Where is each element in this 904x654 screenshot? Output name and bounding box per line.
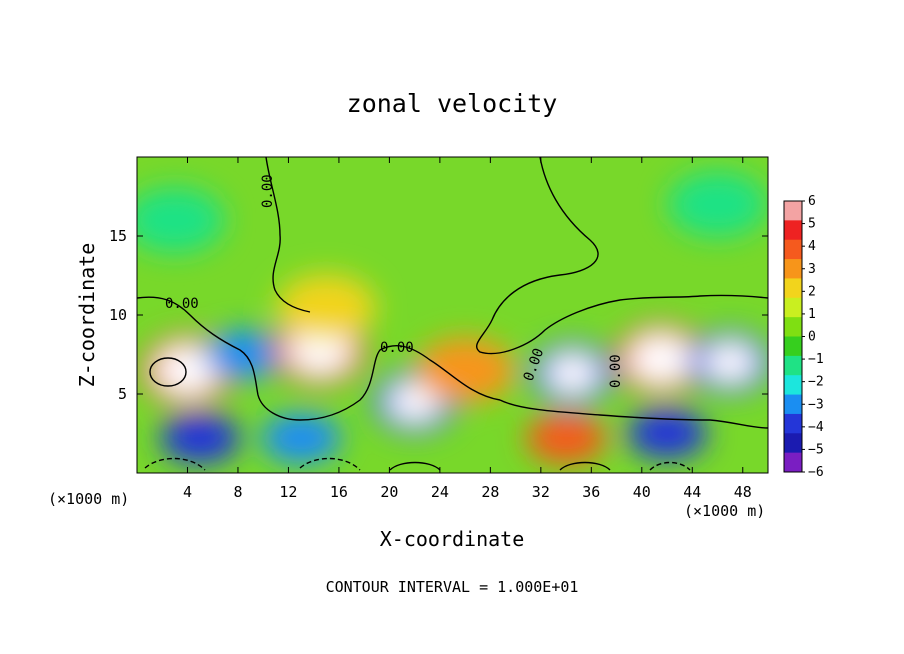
colorbar-tick-label: −2 [808,375,824,390]
field-blob [546,353,599,394]
contour-lines [137,157,768,471]
x-tick-label: 32 [532,483,550,501]
colorbar-tick-label: 3 [808,262,816,277]
x-tick-label: 12 [279,483,297,501]
x-tick-label: 28 [481,483,499,501]
colorbar-tick-label: −6 [808,465,824,480]
x-unit-right: (×1000 m) [684,502,765,520]
dashed-contour-left [144,457,206,471]
colorbar-tick-label: 2 [808,284,816,299]
y-tick-label: 15 [109,227,127,245]
y-tick-label: 5 [118,385,127,403]
colorbar-swatch [784,413,802,434]
contour-label: 0.00 [380,340,414,356]
plot-area: 0.00 0.00 0.00 0.00 0.00 [137,157,768,473]
colorbar-tick-label: −1 [808,352,824,367]
contour-label: 0.00 [608,354,624,388]
contour-label: 0.00 [260,174,276,208]
colorbar-swatch [784,336,802,357]
x-tick-label: 8 [233,483,242,501]
x-unit-left: (×1000 m) [48,490,129,508]
colorbar-swatch [784,239,802,260]
colorbar-swatch [784,259,802,279]
colorbar-tick-label: −5 [808,442,824,457]
zero-contour-left [137,296,501,421]
zero-contour-lower [499,399,768,429]
colorbar-tick-label: −3 [808,397,824,412]
dashed-contour-right [649,461,691,471]
field-blob [704,342,757,383]
colorbar-swatch [784,201,802,221]
colorbar-tick-label: −4 [808,420,824,435]
contour-ring-right [559,461,611,471]
x-tick-label: 44 [683,483,701,501]
x-tick-label: 40 [633,483,651,501]
field-blob [415,337,516,404]
colorbar: 6 5 4 3 2 1 0 −1 −2 −3 −4 −5 −6 [783,194,824,480]
x-tick-label: 36 [582,483,600,501]
x-tick-label: 48 [734,483,752,501]
y-tick-label: 10 [109,306,127,324]
field-blob [526,412,607,464]
x-tick-label: 4 [183,483,192,501]
colorbar-swatch [784,317,802,337]
colorbar-swatch [784,278,802,299]
colorbar-tick-label: 6 [808,194,816,209]
colorbar-swatch [784,355,802,376]
chart-title: zonal velocity [347,89,558,118]
velocity-field [137,171,768,464]
colorbar-swatch [784,452,802,473]
zero-contour-upper [265,157,311,313]
colorbar-tick-label: 4 [808,239,816,254]
colorbar-tick-label: 0 [808,330,816,345]
colorbar-swatch [784,220,802,241]
contour-ring-mid [389,461,441,471]
field-blob [667,171,768,238]
x-tick-label: 16 [330,483,348,501]
y-axis-label: Z-coordinate [75,243,99,388]
contour-interval-note: CONTOUR INTERVAL = 1.000E+01 [326,578,579,596]
x-axis-ticks: 4 8 12 16 20 24 28 32 36 40 44 48 [183,157,752,501]
contour-label: 0.00 [165,296,199,312]
field-blob [627,408,708,459]
colorbar-swatch [784,394,802,415]
field-blob [160,412,241,464]
colorbar-swatch [784,433,802,454]
field-blob [276,274,377,341]
x-axis-label: X-coordinate [380,527,525,551]
colorbar-tick-label: 1 [808,307,816,322]
field-blob [137,187,225,254]
field-blob [261,412,342,464]
contour-ring-left [149,357,187,387]
colorbar-tick-label: 5 [808,217,816,232]
zero-contour-right [475,157,768,355]
y-axis-ticks: 5 10 15 [109,227,768,403]
field-blob [630,335,691,384]
dashed-contour-mid [299,457,361,471]
colorbar-swatch [784,375,802,396]
x-tick-label: 24 [431,483,449,501]
x-tick-label: 20 [380,483,398,501]
colorbar-swatch [784,297,802,318]
